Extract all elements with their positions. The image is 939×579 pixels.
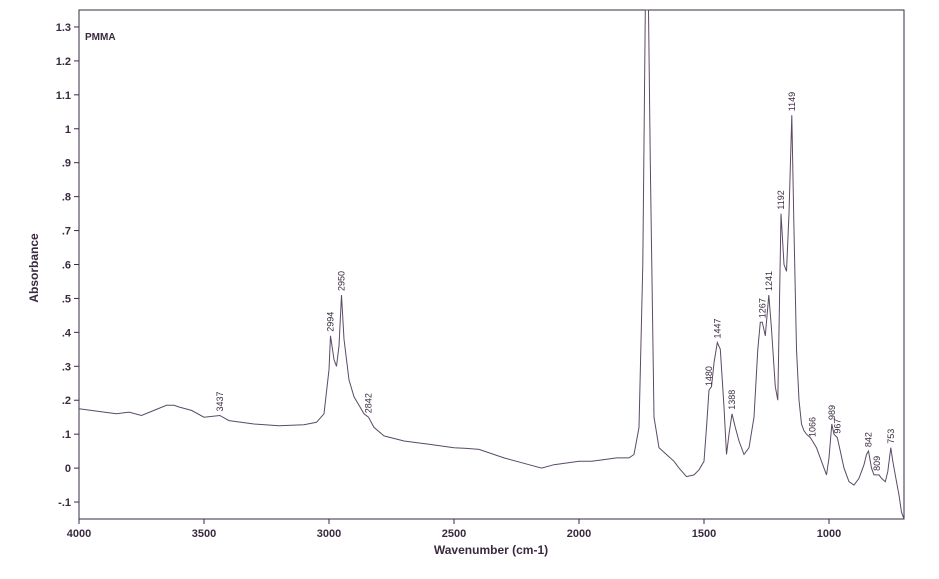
y-tick-label: 1 — [65, 124, 71, 136]
peak-labels: 3437 2994 2950 2842 1480 1447 1388 1267 1241 1192… — [215, 92, 896, 471]
x-tick-label: 3000 — [317, 528, 341, 540]
peak-label: 753 — [886, 429, 896, 444]
peak-label: 967 — [832, 419, 842, 434]
spectrum-line — [78, 9, 905, 520]
peak-label: 1149 — [787, 92, 797, 111]
peak-label: 1066 — [808, 417, 818, 437]
y-tick-label: .2 — [62, 395, 71, 407]
x-tick-label: 2500 — [442, 528, 466, 540]
y-tick-label: 1.3 — [56, 22, 71, 34]
y-tick-label: -.1 — [58, 497, 71, 509]
series-name-label: PMMA — [85, 32, 116, 43]
y-tick-label: .9 — [62, 158, 71, 170]
y-tick-label: .8 — [62, 192, 71, 204]
y-tick-label: 1.1 — [56, 90, 71, 102]
y-tick-label: 0 — [65, 463, 71, 475]
peak-label: 809 — [872, 456, 882, 471]
peak-label: 842 — [864, 432, 874, 447]
x-tick-label: 2000 — [567, 528, 591, 540]
peak-label: 989 — [827, 405, 837, 420]
y-tick-label: .4 — [62, 327, 72, 339]
y-tick-label: .1 — [62, 429, 71, 441]
peak-label: 1192 — [776, 190, 786, 209]
peak-label: 2994 — [326, 312, 336, 332]
y-axis-title: Absorbance — [27, 233, 41, 303]
y-tick-label: 1.2 — [56, 56, 71, 68]
x-tick-label: 3500 — [192, 528, 216, 540]
peak-label: 1447 — [712, 318, 722, 338]
x-tick-label: 1500 — [692, 528, 716, 540]
peak-label: 1241 — [764, 271, 774, 291]
y-axis: -.1 0 .1 .2 .3 .4 .5 .6 .7 .8 .9 1 1.1 1.2 1.3 — [56, 22, 79, 509]
x-tick-label: 4000 — [67, 528, 91, 540]
x-axis-title: Wavenumber (cm-1) — [434, 543, 548, 557]
y-tick-label: .7 — [62, 226, 71, 238]
x-tick-label: 1000 — [817, 528, 841, 540]
peak-label: 1388 — [727, 390, 737, 410]
peak-label: 2842 — [364, 393, 374, 413]
x-axis: 4000 3500 3000 2500 2000 1500 1000 — [67, 519, 841, 540]
peak-label: 3437 — [215, 391, 225, 411]
peak-label: 2950 — [337, 271, 347, 291]
peak-label: 1480 — [704, 366, 714, 386]
peak-label: 1267 — [757, 298, 767, 318]
y-tick-label: .3 — [62, 361, 71, 373]
y-tick-label: .5 — [62, 293, 71, 305]
y-tick-label: .6 — [62, 260, 71, 272]
